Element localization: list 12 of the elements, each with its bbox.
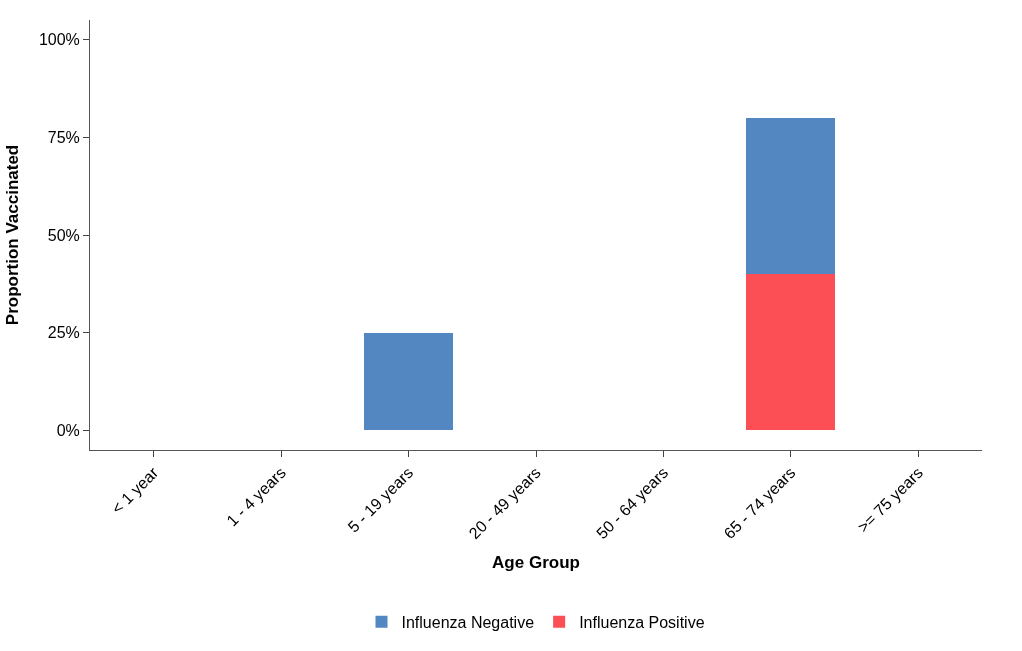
y-axis-title: Proportion Vaccinated [3, 144, 23, 326]
y-tick-label: 0% [56, 422, 80, 440]
y-tick-label: 25% [47, 324, 80, 342]
y-tick-label: 100% [38, 31, 80, 49]
y-tick-label: 75% [47, 128, 80, 146]
legend-label: Influenza Negative [401, 613, 535, 631]
y-tick-label: 50% [47, 226, 80, 244]
bar [363, 332, 454, 431]
x-axis-title: Age Group [492, 553, 580, 573]
bar [746, 274, 836, 431]
bar [746, 117, 836, 275]
legend-label: Influenza Positive [579, 613, 705, 631]
